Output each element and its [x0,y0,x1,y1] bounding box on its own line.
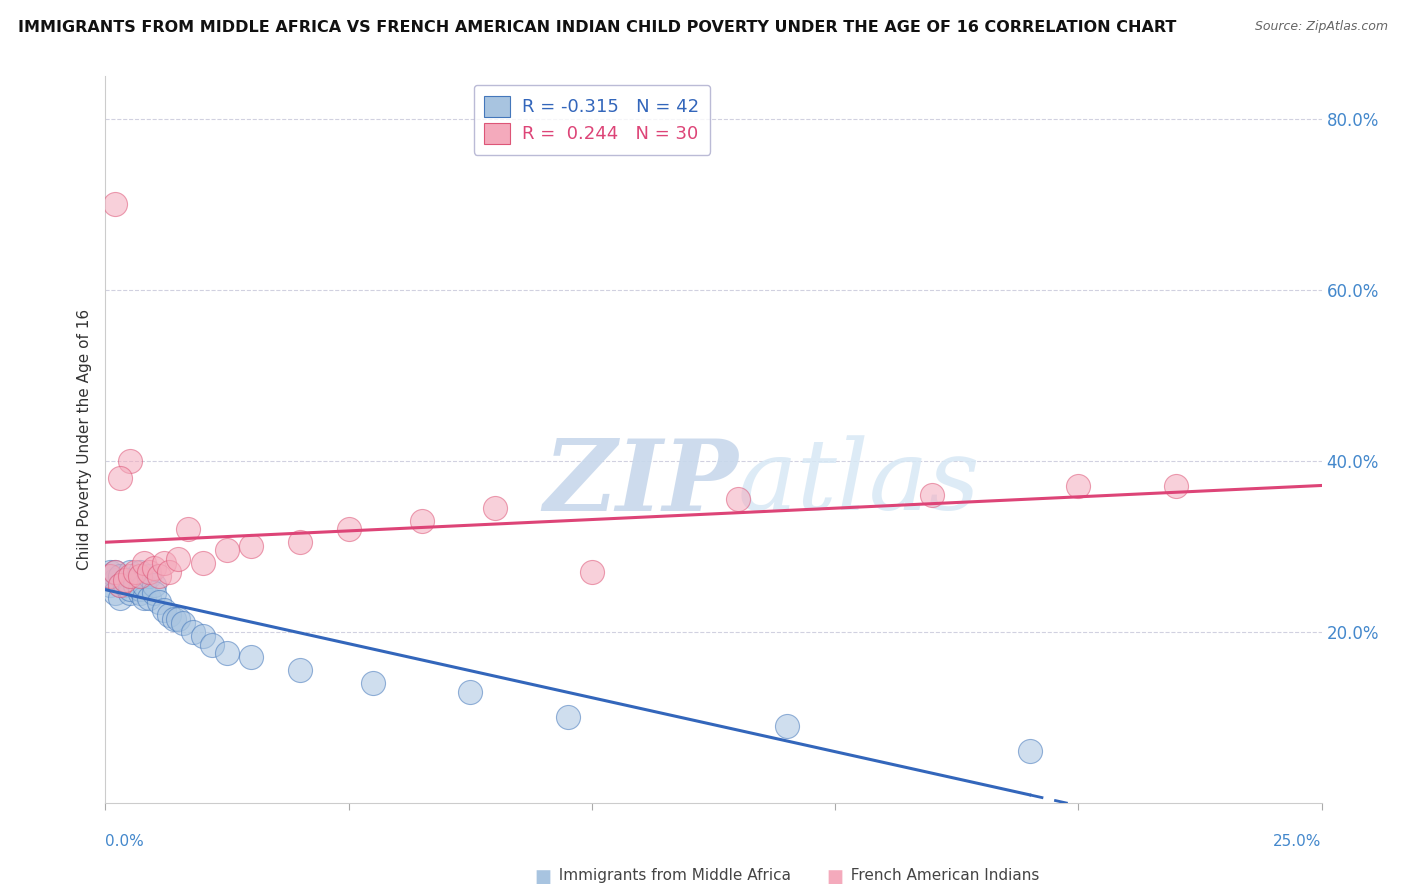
Point [172,616,194,631]
Point [108,591,131,605]
Point [114,578,136,592]
Point [104,197,127,211]
Point [104,586,127,600]
Point [114,574,136,588]
Point [134,578,156,592]
Text: ZIP: ZIP [543,434,738,531]
Point [727,492,749,507]
Point [288,535,311,549]
Point [240,539,263,553]
Point [118,582,141,596]
Legend: R = -0.315   N = 42, R =  0.244   N = 30: R = -0.315 N = 42, R = 0.244 N = 30 [474,85,710,154]
Text: French American Indians: French American Indians [841,868,1039,883]
Point [153,603,176,617]
Point [98,578,121,592]
Point [148,569,170,583]
Text: ■: ■ [827,868,844,887]
Point [775,719,797,733]
Point [118,586,141,600]
Text: ■: ■ [534,868,551,887]
Point [118,565,141,579]
Point [108,578,131,592]
Point [134,591,156,605]
Point [98,565,121,579]
Point [97,569,120,583]
Point [124,578,146,592]
Point [148,595,170,609]
Point [181,624,204,639]
Point [581,565,603,579]
Point [104,565,127,579]
Point [557,710,579,724]
Point [411,514,433,528]
Point [921,488,943,502]
Point [118,569,141,583]
Point [108,569,131,583]
Point [143,560,166,574]
Point [337,522,360,536]
Point [98,569,121,583]
Point [118,453,141,467]
Point [128,569,150,583]
Point [128,586,150,600]
Point [134,557,156,571]
Point [1067,479,1090,493]
Y-axis label: Child Poverty Under the Age of 16: Child Poverty Under the Age of 16 [77,309,93,570]
Point [128,565,150,579]
Point [138,591,160,605]
Point [191,629,214,643]
Point [484,500,506,515]
Point [177,522,200,536]
Point [138,569,160,583]
Point [201,638,224,652]
Text: Immigrants from Middle Africa: Immigrants from Middle Africa [550,868,792,883]
Text: atlas: atlas [738,435,980,531]
Point [108,471,131,485]
Point [162,612,184,626]
Point [157,565,180,579]
Point [1164,479,1187,493]
Point [138,565,160,579]
Point [167,612,190,626]
Point [217,646,239,660]
Point [288,663,311,677]
Point [104,565,127,579]
Text: IMMIGRANTS FROM MIDDLE AFRICA VS FRENCH AMERICAN INDIAN CHILD POVERTY UNDER THE : IMMIGRANTS FROM MIDDLE AFRICA VS FRENCH … [18,20,1177,35]
Point [104,574,127,588]
Point [167,552,190,566]
Point [458,684,481,698]
Point [124,574,146,588]
Point [157,607,180,622]
Point [124,565,146,579]
Point [361,676,384,690]
Text: 25.0%: 25.0% [1274,834,1322,849]
Point [143,578,166,592]
Point [240,650,263,665]
Point [114,574,136,588]
Point [217,543,239,558]
Point [153,557,176,571]
Point [1018,744,1040,758]
Text: Source: ZipAtlas.com: Source: ZipAtlas.com [1254,20,1388,33]
Text: 0.0%: 0.0% [105,834,145,849]
Point [191,557,214,571]
Point [128,582,150,596]
Point [143,586,166,600]
Point [108,578,131,592]
